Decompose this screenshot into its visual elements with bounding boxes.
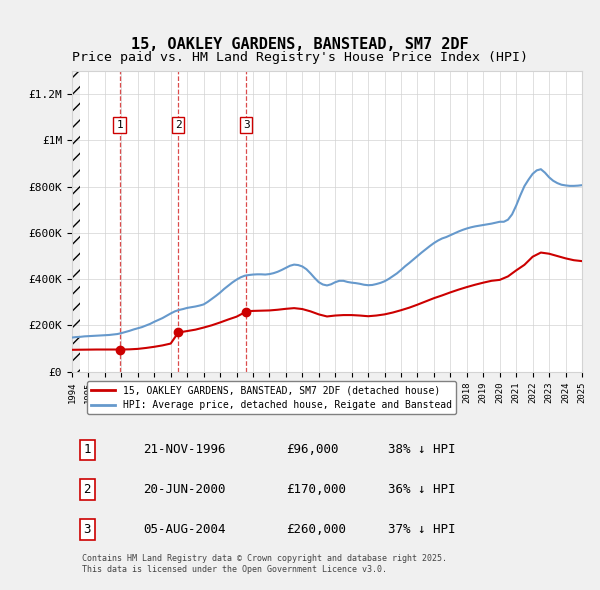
Text: 21-NOV-1996: 21-NOV-1996 (143, 444, 226, 457)
Text: 1: 1 (83, 444, 91, 457)
Text: 2: 2 (83, 483, 91, 496)
Text: 3: 3 (243, 120, 250, 130)
Bar (72, 71, 80, 372)
Text: £170,000: £170,000 (286, 483, 346, 496)
Text: 37% ↓ HPI: 37% ↓ HPI (388, 523, 456, 536)
Legend: 15, OAKLEY GARDENS, BANSTEAD, SM7 2DF (detached house), HPI: Average price, deta: 15, OAKLEY GARDENS, BANSTEAD, SM7 2DF (d… (87, 381, 456, 414)
Text: £96,000: £96,000 (286, 444, 338, 457)
Text: £260,000: £260,000 (286, 523, 346, 536)
Text: 38% ↓ HPI: 38% ↓ HPI (388, 444, 456, 457)
Text: Price paid vs. HM Land Registry's House Price Index (HPI): Price paid vs. HM Land Registry's House … (72, 51, 528, 64)
Text: 3: 3 (83, 523, 91, 536)
Text: 05-AUG-2004: 05-AUG-2004 (143, 523, 226, 536)
Text: Contains HM Land Registry data © Crown copyright and database right 2025.
This d: Contains HM Land Registry data © Crown c… (82, 554, 447, 573)
Text: 36% ↓ HPI: 36% ↓ HPI (388, 483, 456, 496)
Text: 1: 1 (116, 120, 123, 130)
Text: 15, OAKLEY GARDENS, BANSTEAD, SM7 2DF: 15, OAKLEY GARDENS, BANSTEAD, SM7 2DF (131, 37, 469, 52)
Text: 20-JUN-2000: 20-JUN-2000 (143, 483, 226, 496)
Text: 2: 2 (175, 120, 182, 130)
